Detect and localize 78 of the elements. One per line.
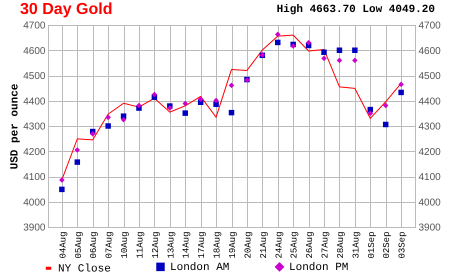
x-tick-label: 19Aug (228, 232, 238, 259)
point (213, 98, 219, 104)
y2-tick-label: 4400 (418, 96, 442, 108)
y2-tick-label: 4500 (418, 71, 442, 82)
y-tick-label: 4100 (23, 172, 46, 183)
point (228, 110, 234, 116)
x-tick-label: 04Aug (58, 232, 68, 259)
x-tick-label: 06Aug (89, 232, 100, 259)
y-tick-label: 3900 (23, 222, 46, 234)
x-tick-label: 27Aug (320, 232, 331, 259)
point (275, 40, 280, 46)
point (398, 82, 404, 88)
legend-label: London PM (289, 262, 348, 274)
x-tick-label: 26Aug (305, 232, 316, 259)
point (352, 48, 358, 53)
x-tick-label: 01Sep (366, 232, 377, 259)
legend-label: London AM (170, 262, 230, 274)
y2-tick-label: 3900 (418, 222, 442, 234)
point (228, 82, 234, 88)
x-tick-label: 10Aug (120, 232, 130, 259)
y-tick-label: 4000 (23, 197, 46, 208)
point (59, 186, 65, 192)
y2-tick-label: 4600 (418, 46, 442, 57)
y-tick-label: 4700 (23, 20, 46, 32)
point (120, 116, 126, 122)
point (182, 100, 188, 106)
point (74, 147, 80, 153)
chart-subtitle: High 4663.70 Low 4049.20 (276, 4, 435, 16)
x-tick-label: 13Aug (166, 232, 176, 259)
point (213, 102, 219, 108)
point (321, 56, 327, 62)
point (59, 177, 65, 183)
point (136, 102, 142, 108)
y-tick-label: 4200 (23, 146, 46, 158)
point (382, 102, 388, 108)
y2-tick-label: 4100 (418, 172, 442, 183)
point (336, 58, 342, 64)
x-tick-label: 21Aug (258, 232, 269, 259)
x-tick-label: 25Aug (290, 232, 300, 259)
y-tick-label: 4600 (23, 46, 46, 57)
y-tick-label: 4300 (23, 122, 46, 132)
point (152, 92, 158, 98)
point (275, 32, 280, 38)
x-tick-label: 03Sep (398, 232, 408, 259)
point (352, 58, 358, 64)
x-tick-label: 17Aug (197, 232, 208, 259)
x-tick-label: 24Aug (274, 232, 284, 259)
x-tick-label: 14Aug (182, 232, 192, 259)
x-tick-label: 28Aug (336, 232, 346, 259)
point (105, 123, 111, 129)
point (198, 96, 204, 102)
point (182, 110, 188, 116)
y2-tick-label: 4200 (418, 146, 442, 158)
x-tick-label: 05Aug (74, 232, 84, 259)
y-tick-label: 4500 (23, 71, 46, 82)
point (306, 40, 312, 46)
x-tick-label: 31Aug (351, 232, 362, 259)
y2-tick-label: 4000 (418, 197, 442, 208)
point (90, 131, 96, 137)
x-tick-label: 11Aug (135, 232, 146, 259)
point (321, 50, 327, 56)
point (336, 48, 342, 53)
point (398, 90, 404, 96)
x-tick-label: 12Aug (150, 232, 161, 259)
point (368, 110, 374, 116)
x-tick-label: 02Sep (382, 232, 392, 259)
y2-tick-label: 4300 (418, 122, 442, 132)
point (74, 159, 80, 165)
point (105, 114, 111, 120)
point (382, 122, 388, 128)
y2-tick-label: 4700 (418, 20, 442, 32)
legend-label: NY Close (58, 263, 111, 275)
x-tick-label: 20Aug (243, 232, 254, 259)
y-tick-label: 4400 (23, 96, 46, 108)
x-tick-label: 18Aug (212, 232, 223, 259)
x-tick-label: 07Aug (104, 232, 115, 259)
chart-title: 30 Day Gold (20, 1, 112, 19)
y-axis-title: USD per ounce (9, 83, 22, 170)
